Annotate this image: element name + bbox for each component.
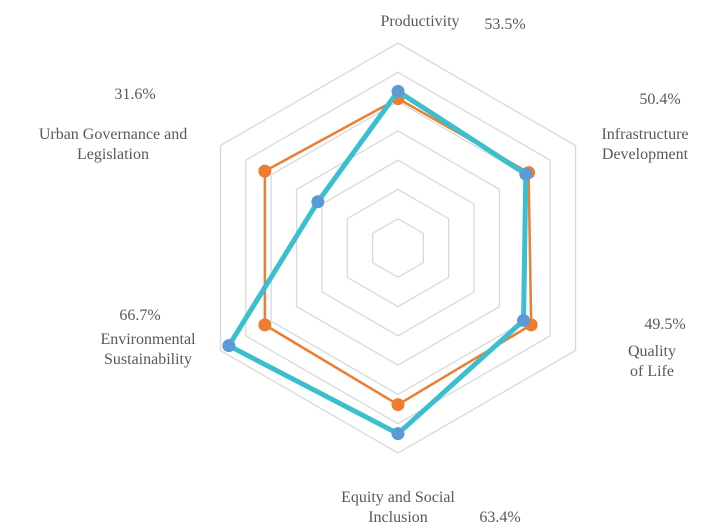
value-label: 31.6% <box>114 86 156 103</box>
category-label: Urban Governance and Legislation <box>38 126 188 163</box>
category-label: Equity and Social Inclusion <box>341 489 455 526</box>
data-point <box>519 167 533 181</box>
data-point <box>391 427 405 441</box>
value-label: 66.7% <box>119 307 161 324</box>
series-line <box>263 97 533 406</box>
grid-ring <box>371 217 425 279</box>
grid-ring <box>295 130 501 366</box>
grid-ring <box>346 188 450 308</box>
data-point <box>258 164 272 178</box>
data-point <box>258 318 272 332</box>
data-point <box>222 339 236 353</box>
data-point <box>517 313 531 327</box>
data-point <box>391 398 405 412</box>
grid-ring <box>219 42 577 454</box>
grid-ring <box>321 159 475 337</box>
value-label: 53.5% <box>484 16 526 33</box>
category-label: Environmental Sustainability <box>100 331 196 368</box>
data-point <box>391 84 405 98</box>
value-label: 63.4% <box>479 509 521 526</box>
category-label: Infrastructure Development <box>601 126 689 163</box>
data-point <box>311 195 325 209</box>
category-label: Quality of Life <box>628 343 676 380</box>
category-label: Productivity <box>380 13 460 30</box>
value-label: 49.5% <box>644 316 686 333</box>
value-label: 50.4% <box>639 91 681 108</box>
grid-ring <box>245 71 551 425</box>
